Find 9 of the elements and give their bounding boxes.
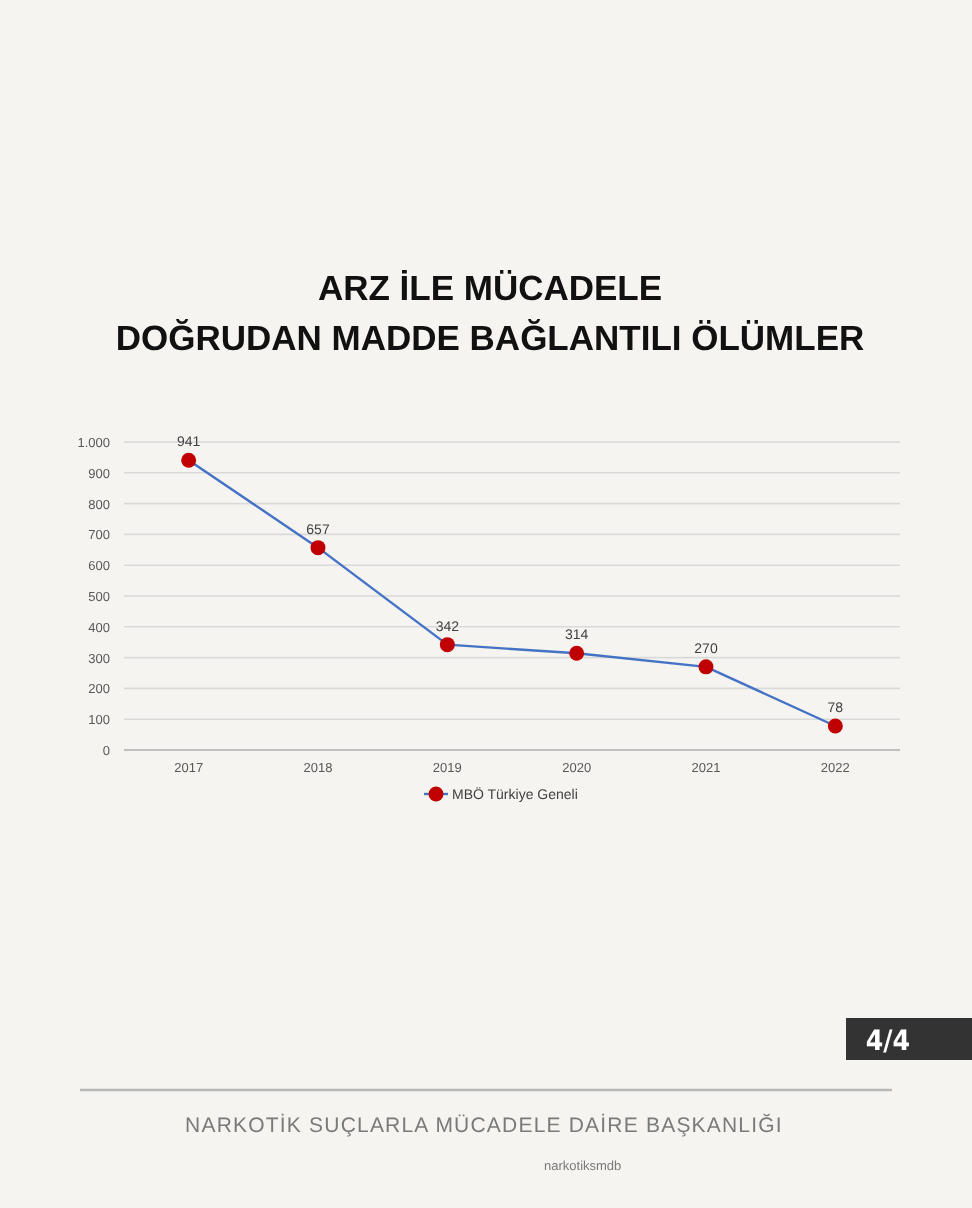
text: NARKOTİK SUÇLARLA MÜCADELE DAİRE BAŞKANLIĞI [185,1112,783,1138]
point [698,659,714,675]
point [439,637,455,653]
text: 4/4 [865,1026,911,1058]
point [310,540,326,556]
point [827,718,843,734]
point [181,452,197,468]
chart-title: ARZ İLE MÜCADELE DOĞRUDAN MADDE BAĞLANTILI ÖLÜMLER [115,268,865,358]
point [569,645,585,661]
